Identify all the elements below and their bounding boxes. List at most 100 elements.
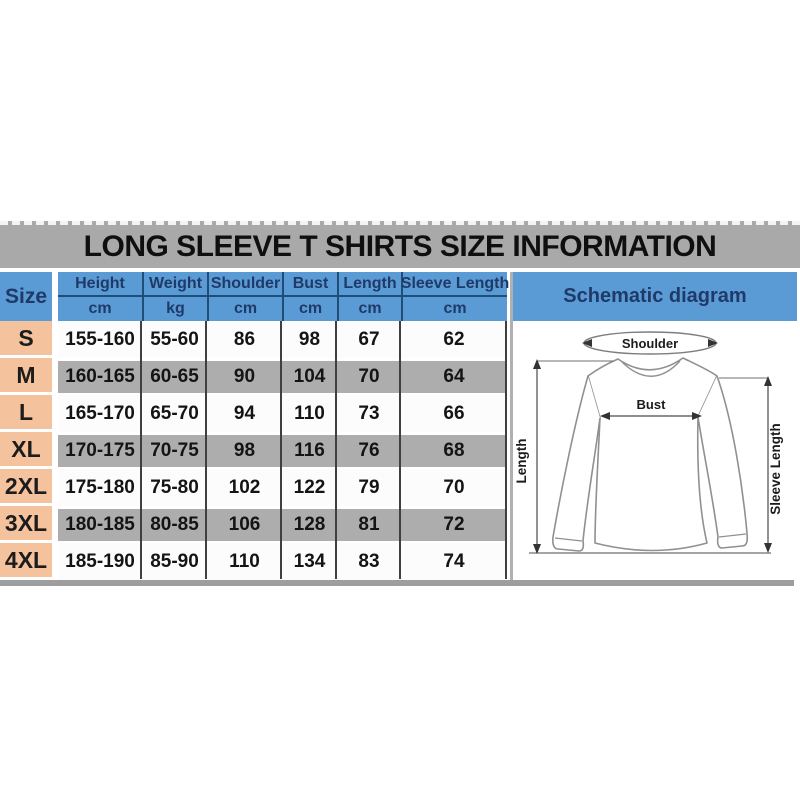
row-gap	[52, 321, 58, 358]
shoulder-cell: 102	[207, 469, 282, 506]
shoulder-cell: 106	[207, 506, 282, 543]
schematic-body: Shoulder Length Sleeve Length	[513, 321, 797, 580]
height-cell: 155-160	[58, 321, 142, 358]
column-unit: cm	[358, 300, 382, 317]
shoulder-cell: 110	[207, 543, 282, 580]
weight-cell: 75-80	[142, 469, 207, 506]
row-gap	[52, 543, 58, 580]
bust-cell: 98	[282, 321, 337, 358]
column-label: Weight	[144, 272, 207, 297]
column-unit: cm	[298, 300, 323, 317]
header-gap	[52, 272, 58, 321]
column-label: Shoulder	[209, 272, 282, 297]
height-cell: 175-180	[58, 469, 142, 506]
shirt-left-sleeve	[552, 375, 601, 552]
column-header-weight: Weight kg	[142, 272, 207, 321]
height-cell: 160-165	[58, 358, 142, 395]
height-cell: 170-175	[58, 432, 142, 469]
size-cell: L	[0, 395, 52, 432]
sleeve-length-cell: 62	[401, 321, 507, 358]
sleeve-length-cell: 72	[401, 506, 507, 543]
height-cell: 185-190	[58, 543, 142, 580]
schematic-title: Schematic diagram	[513, 272, 797, 321]
shirt-body-outline	[587, 357, 718, 552]
table-row: XL 170-175 70-75 98 116 76 68	[0, 432, 507, 469]
weight-cell: 65-70	[142, 395, 207, 432]
sleeve-length-cell: 64	[401, 358, 507, 395]
row-gap	[52, 432, 58, 469]
column-unit: cm	[88, 300, 112, 317]
bust-label: Bust	[637, 397, 667, 412]
row-gap	[52, 395, 58, 432]
row-gap	[52, 358, 58, 395]
column-unit: cm	[233, 300, 258, 317]
row-gap	[52, 506, 58, 543]
shoulder-arrow-left-icon	[582, 339, 592, 347]
column-header-height: Height cm	[58, 272, 142, 321]
column-header-sleeve-length: Sleeve Length cm	[401, 272, 509, 321]
size-cell: 4XL	[0, 543, 52, 580]
shoulder-cell: 90	[207, 358, 282, 395]
bust-cell: 116	[282, 432, 337, 469]
column-unit: cm	[443, 300, 467, 317]
column-divider	[140, 321, 142, 579]
bust-cell: 128	[282, 506, 337, 543]
column-unit: kg	[166, 300, 185, 317]
sleeve-length-arrow-down-icon	[764, 543, 772, 553]
row-gap	[52, 469, 58, 506]
table-row: 2XL 175-180 75-80 102 122 79 70	[0, 469, 507, 506]
shoulder-cell: 98	[207, 432, 282, 469]
size-table: Size Height cm Weight kg Shoulder cm Bus…	[0, 272, 509, 580]
size-cell: S	[0, 321, 52, 358]
column-header-bust: Bust cm	[282, 272, 337, 321]
table-row: 4XL 185-190 85-90 110 134 83 74	[0, 543, 507, 580]
shoulder-arrow-right-icon	[708, 339, 718, 347]
table-row: L 165-170 65-70 94 110 73 66	[0, 395, 507, 432]
shirt-measurement-diagram: Shoulder Length Sleeve Length	[514, 331, 783, 554]
size-cell: XL	[0, 432, 52, 469]
weight-cell: 85-90	[142, 543, 207, 580]
length-cell: 79	[337, 469, 401, 506]
shoulder-cell: 94	[207, 395, 282, 432]
schematic-panel: Schematic diagram	[510, 272, 797, 580]
weight-cell: 80-85	[142, 506, 207, 543]
length-cell: 81	[337, 506, 401, 543]
left-cuff-line	[554, 537, 583, 542]
shoulder-label: Shoulder	[622, 336, 678, 351]
shoulder-cell: 86	[207, 321, 282, 358]
table-right-border	[505, 321, 507, 579]
sleeve-length-cell: 68	[401, 432, 507, 469]
sleeve-length-cell: 66	[401, 395, 507, 432]
page-title: LONG SLEEVE T SHIRTS SIZE INFORMATION	[83, 229, 717, 263]
length-arrow-up-icon	[533, 359, 541, 369]
column-header-shoulder: Shoulder cm	[207, 272, 282, 321]
bust-cell: 134	[282, 543, 337, 580]
title-bar: LONG SLEEVE T SHIRTS SIZE INFORMATION	[0, 221, 800, 268]
column-divider	[399, 321, 401, 579]
column-label: Height	[58, 272, 142, 297]
size-cell: 2XL	[0, 469, 52, 506]
table-row: 3XL 180-185 80-85 106 128 81 72	[0, 506, 507, 543]
content-row: Size Height cm Weight kg Shoulder cm Bus…	[0, 272, 800, 580]
table-row: S 155-160 55-60 86 98 67 62	[0, 321, 507, 358]
column-label: Sleeve Length	[401, 272, 509, 297]
sleeve-length-cell: 70	[401, 469, 507, 506]
length-cell: 73	[337, 395, 401, 432]
column-label: Length	[339, 272, 401, 297]
shirt-right-sleeve	[697, 375, 749, 549]
bust-cell: 110	[282, 395, 337, 432]
column-divider	[280, 321, 282, 579]
sleeve-length-label: Sleeve Length	[768, 423, 783, 515]
weight-cell: 60-65	[142, 358, 207, 395]
height-cell: 180-185	[58, 506, 142, 543]
table-row: M 160-165 60-65 90 104 70 64	[0, 358, 507, 395]
size-cell: 3XL	[0, 506, 52, 543]
length-cell: 83	[337, 543, 401, 580]
sleeve-length-arrow-up-icon	[764, 376, 772, 386]
bust-arrow-left-icon	[600, 412, 610, 420]
column-header-length: Length cm	[337, 272, 401, 321]
bust-arrow-right-icon	[692, 412, 702, 420]
weight-cell: 70-75	[142, 432, 207, 469]
column-divider	[335, 321, 337, 579]
